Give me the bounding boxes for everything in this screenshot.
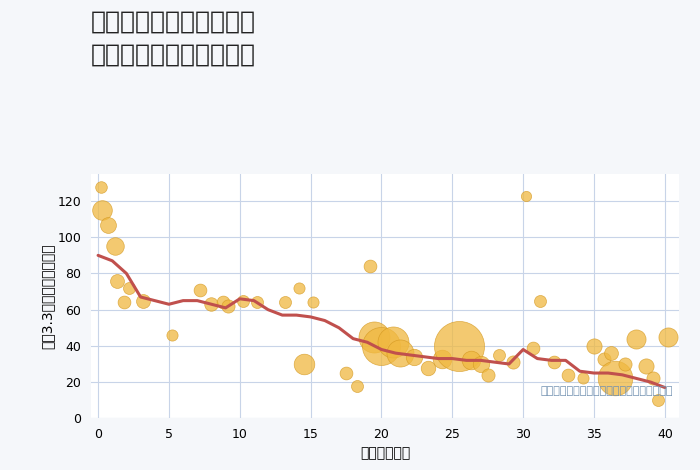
Point [365, 262, 376, 270]
Point [408, 353, 419, 360]
Point [279, 298, 290, 306]
Point [620, 360, 631, 368]
Point [535, 297, 546, 305]
Point [352, 382, 363, 390]
Point [369, 333, 380, 341]
Point [482, 371, 493, 379]
Point [437, 355, 448, 362]
Point [610, 375, 621, 382]
Point [206, 300, 217, 308]
Point [394, 349, 405, 357]
Point [95, 183, 106, 190]
Point [294, 284, 305, 292]
Point [217, 298, 228, 306]
Point [111, 277, 122, 284]
Point [598, 355, 610, 362]
Point [118, 298, 130, 306]
Point [423, 364, 434, 371]
Point [340, 369, 351, 377]
Point [475, 360, 486, 368]
Point [223, 302, 234, 310]
Point [508, 359, 519, 366]
Point [465, 357, 476, 364]
Point [251, 298, 262, 306]
Y-axis label: 坪（3.3㎡）単価（万円）: 坪（3.3㎡）単価（万円） [41, 243, 55, 349]
Point [494, 351, 505, 359]
Point [640, 362, 652, 369]
Point [520, 192, 531, 199]
Point [237, 297, 248, 305]
Point [166, 331, 177, 339]
Point [589, 342, 600, 350]
Point [648, 375, 659, 382]
Point [298, 360, 309, 368]
Text: 奈良県奈良市南京終町の
築年数別中古戸建て価格: 奈良県奈良市南京終町の 築年数別中古戸建て価格 [91, 9, 256, 67]
Point [549, 359, 560, 366]
Point [97, 206, 108, 214]
Point [109, 243, 120, 250]
Point [563, 371, 574, 379]
Point [308, 298, 319, 306]
Point [606, 349, 617, 357]
Text: 円の大きさは、取引のあった物件面積を示す: 円の大きさは、取引のあった物件面積を示す [541, 386, 673, 396]
Point [577, 375, 588, 382]
Point [662, 333, 673, 341]
Point [387, 338, 398, 346]
Point [652, 396, 664, 404]
Point [376, 342, 387, 350]
Point [124, 284, 135, 292]
Point [631, 335, 642, 343]
Point [528, 344, 539, 352]
Point [454, 342, 465, 350]
Point [102, 221, 113, 228]
Point [138, 297, 149, 305]
Point [195, 286, 206, 294]
X-axis label: 築年数（年）: 築年数（年） [360, 446, 410, 461]
